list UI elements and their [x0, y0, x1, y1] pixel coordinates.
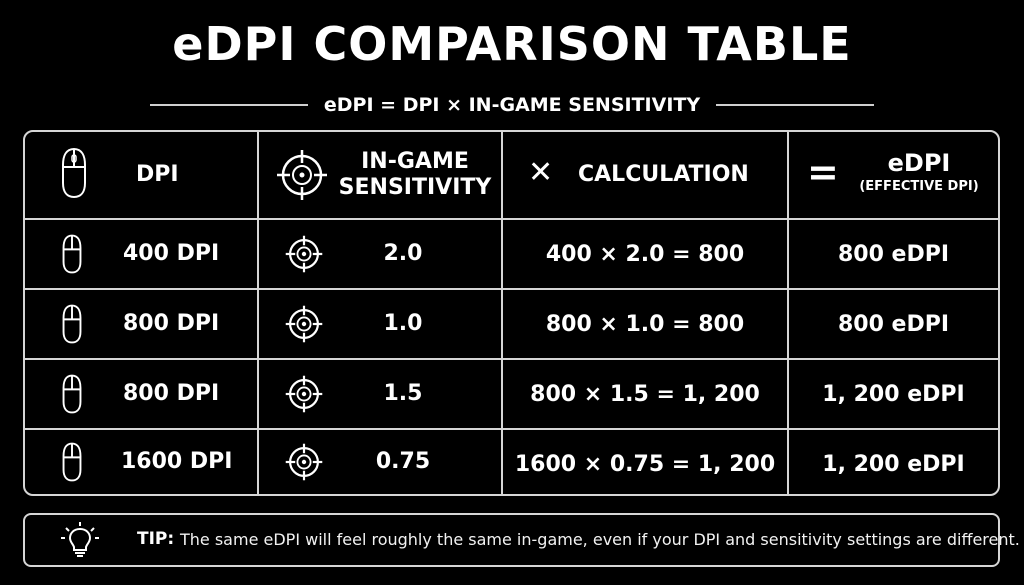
header-edpi-label: eDPI — [887, 149, 951, 177]
crosshair-icon — [285, 235, 323, 273]
edpi-cell: 1, 200 eDPI — [789, 430, 998, 494]
crosshair-icon — [285, 443, 323, 481]
crosshair-icon — [285, 375, 323, 413]
equals-icon: = — [807, 150, 839, 194]
header-edpi-sublabel: (EFFECTIVE DPI) — [859, 179, 979, 194]
table-row: 1600 DPI 0.75 1600 × 0.75 = 1, 200 1, 20… — [25, 430, 998, 494]
header-sensitivity-line2: SENSITIVITY — [338, 175, 492, 200]
dpi-cell: 800 DPI — [25, 360, 259, 428]
edpi-cell: 800 eDPI — [789, 220, 998, 288]
formula-subtitle: eDPI = DPI × IN-GAME SENSITIVITY — [323, 94, 701, 116]
edpi-cell: 1, 200 eDPI — [789, 360, 998, 428]
mouse-icon — [62, 234, 82, 274]
lightbulb-icon — [61, 522, 99, 557]
sensitivity-value: 1.0 — [383, 311, 423, 336]
edpi-value: 800 eDPI — [837, 241, 950, 267]
edpi-cell: 800 eDPI — [789, 290, 998, 358]
sensitivity-cell: 1.5 — [259, 360, 503, 428]
row-divider — [25, 288, 998, 290]
crosshair-icon — [277, 150, 327, 200]
dpi-value: 1600 DPI — [121, 449, 233, 474]
header-edpi-cell: = eDPI (EFFECTIVE DPI) — [789, 132, 998, 218]
table-header-row: DPI IN-GAME SENSITIVITY ✕ CALCULATION = — [25, 132, 998, 218]
tip-text: The same eDPI will feel roughly the same… — [180, 530, 1020, 549]
header-calculation-cell: ✕ CALCULATION — [503, 132, 789, 218]
edpi-value: 800 eDPI — [837, 311, 950, 337]
header-dpi-label: DPI — [136, 162, 179, 187]
calculation-cell: 1600 × 0.75 = 1, 200 — [503, 430, 789, 494]
header-calculation-label: CALCULATION — [578, 162, 749, 187]
edpi-table: DPI IN-GAME SENSITIVITY ✕ CALCULATION = — [23, 130, 1000, 496]
sensitivity-value: 0.75 — [375, 449, 431, 474]
calculation-value: 1600 × 0.75 = 1, 200 — [514, 451, 776, 477]
calculation-cell: 400 × 2.0 = 800 — [503, 220, 789, 288]
edpi-value: 1, 200 eDPI — [822, 451, 965, 477]
calculation-value: 800 × 1.0 = 800 — [545, 311, 745, 337]
multiply-icon: ✕ — [528, 155, 554, 190]
table-row: 800 DPI 1.0 800 × 1.0 = 800 800 eDPI — [25, 290, 998, 358]
edpi-value: 1, 200 eDPI — [822, 381, 965, 407]
sensitivity-value: 2.0 — [383, 241, 423, 266]
sensitivity-cell: 0.75 — [259, 430, 503, 494]
mouse-icon — [62, 304, 82, 344]
dpi-cell: 1600 DPI — [25, 430, 259, 494]
calculation-value: 800 × 1.5 = 1, 200 — [530, 381, 760, 407]
row-divider — [25, 358, 998, 360]
dpi-cell: 400 DPI — [25, 220, 259, 288]
sensitivity-value: 1.5 — [383, 381, 423, 406]
formula-banner: eDPI = DPI × IN-GAME SENSITIVITY — [150, 92, 874, 118]
crosshair-icon — [285, 305, 323, 343]
table-row: 400 DPI 2.0 400 × 2.0 = 800 800 eDPI — [25, 220, 998, 288]
table-row: 800 DPI 1.5 800 × 1.5 = 1, 200 1, 200 eD… — [25, 360, 998, 428]
calculation-value: 400 × 2.0 = 800 — [545, 241, 745, 267]
divider-right — [716, 104, 874, 106]
tip-box: TIP: The same eDPI will feel roughly the… — [23, 513, 1020, 567]
calculation-cell: 800 × 1.5 = 1, 200 — [503, 360, 789, 428]
header-divider — [25, 218, 998, 220]
row-divider — [25, 428, 998, 430]
page-title: eDPI COMPARISON TABLE — [172, 17, 852, 71]
mouse-icon — [62, 374, 82, 414]
dpi-cell: 800 DPI — [25, 290, 259, 358]
dpi-value: 800 DPI — [123, 311, 220, 336]
divider-left — [150, 104, 308, 106]
mouse-icon — [62, 147, 86, 199]
header-sensitivity-line1: IN-GAME — [361, 149, 469, 174]
mouse-icon — [62, 442, 82, 482]
dpi-value: 400 DPI — [123, 241, 220, 266]
header-sensitivity-cell: IN-GAME SENSITIVITY — [259, 132, 503, 218]
dpi-value: 800 DPI — [123, 381, 220, 406]
sensitivity-cell: 2.0 — [259, 220, 503, 288]
calculation-cell: 800 × 1.0 = 800 — [503, 290, 789, 358]
sensitivity-cell: 1.0 — [259, 290, 503, 358]
header-dpi-cell: DPI — [25, 132, 259, 218]
tip-label: TIP: — [137, 529, 175, 549]
